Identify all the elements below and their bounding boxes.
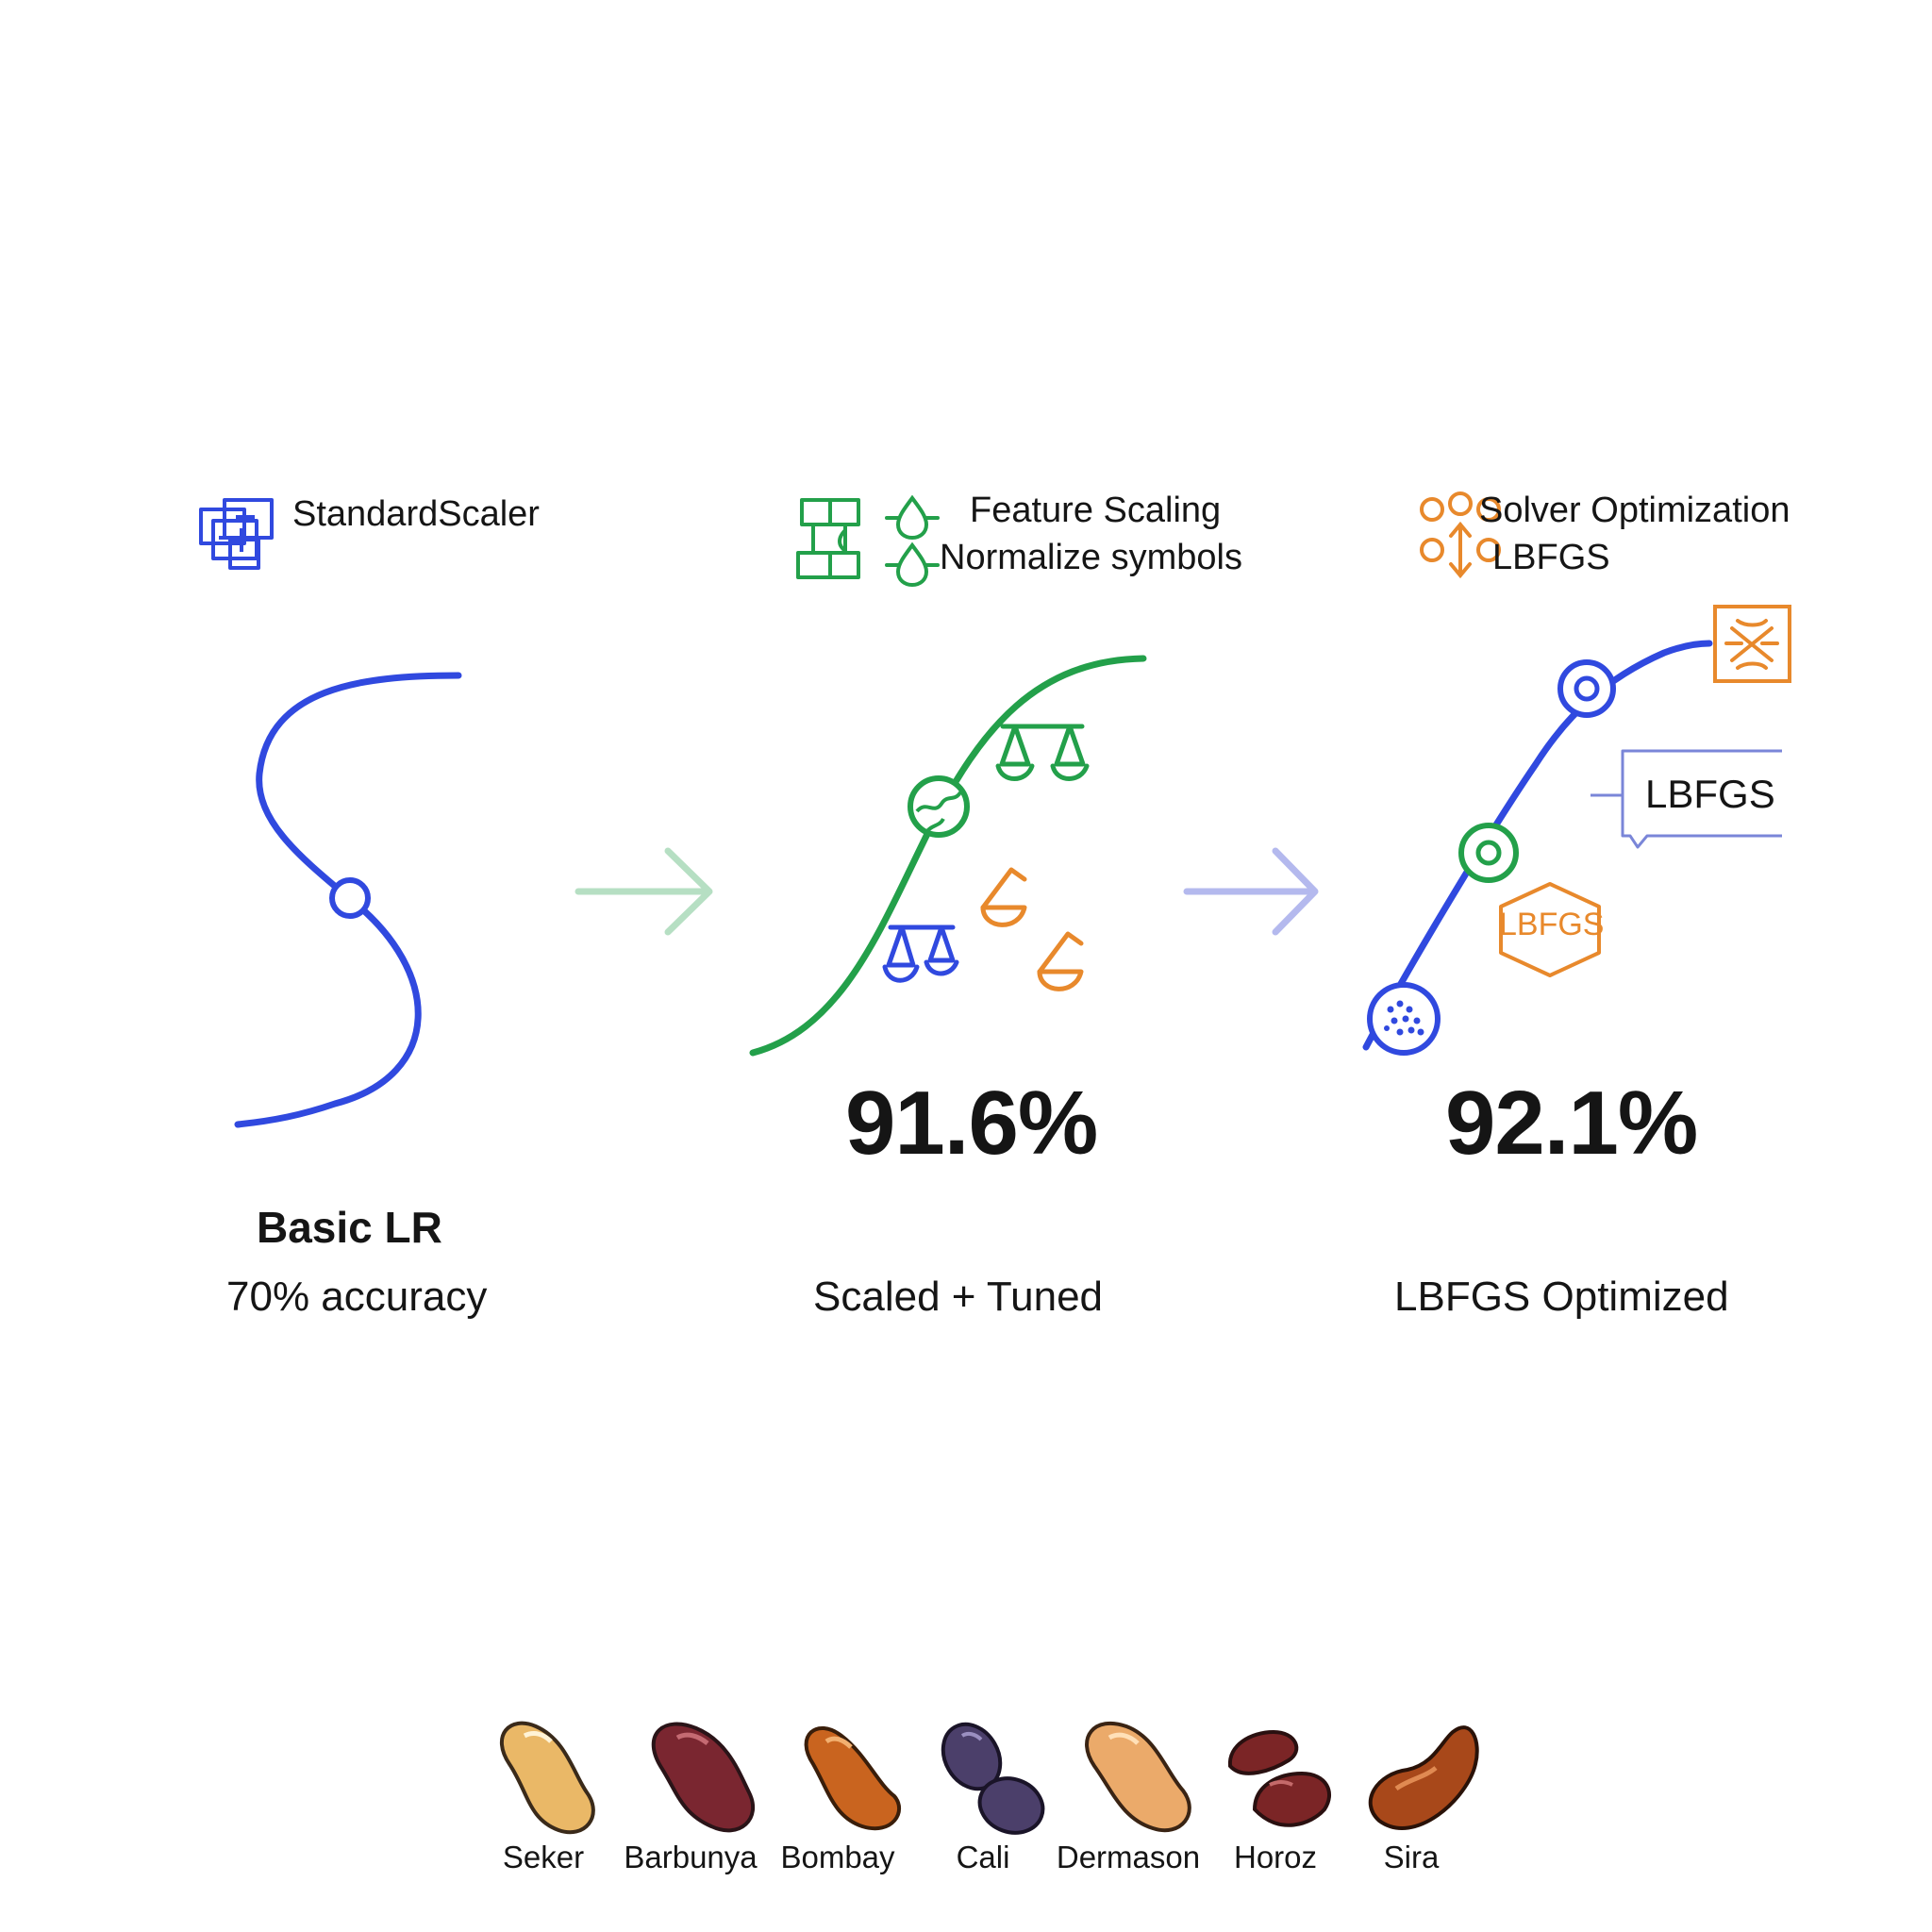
- bean-bombay-icon: [804, 1725, 901, 1831]
- bean-sira-icon: [1368, 1725, 1479, 1830]
- bean-label-seker: Seker: [502, 1840, 585, 1874]
- green-node: [1475, 840, 1502, 866]
- curve-node: [1574, 675, 1600, 702]
- callout-label: LBFGS: [1645, 772, 1775, 816]
- lbfgs-hexagon: [1499, 882, 1601, 977]
- lbfgs-curve: [1362, 640, 1713, 1051]
- stacked-grid-icon: [199, 498, 274, 570]
- bean-horoz-icon: [1227, 1729, 1331, 1827]
- solver-nodes-icon: [1420, 491, 1501, 579]
- bean-label-horoz: Horoz: [1233, 1840, 1318, 1874]
- hexagon-label: LBFGS: [1499, 907, 1605, 942]
- curve-node: [329, 877, 371, 919]
- normalize-symbols-label: Normalize symbols: [940, 538, 1242, 577]
- puzzle-grid-icon: [796, 498, 860, 579]
- bean-label-sira: Sira: [1383, 1840, 1440, 1874]
- scaled-lr-curve: [749, 655, 1147, 1057]
- lbfgs-callout: [1591, 749, 1782, 849]
- stage3-metric: 92.1%: [1445, 1073, 1698, 1174]
- solver-box-icon: [1713, 605, 1791, 683]
- stage3-subtitle: LBFGS Optimized: [1394, 1274, 1729, 1320]
- bean-label-bombay: Bombay: [780, 1840, 895, 1874]
- bean-cali-icon: [941, 1722, 1045, 1835]
- arrow-right-icon: [1183, 847, 1319, 936]
- solver-optimization-label: Solver Optimization: [1479, 491, 1790, 530]
- balance-scale-icon: [882, 924, 959, 983]
- drop-symbol-icon: [885, 494, 940, 541]
- bean-seker-icon: [499, 1721, 595, 1835]
- dotted-node: [1367, 982, 1441, 1056]
- arrow-right-icon: [575, 847, 713, 936]
- standard-scaler-label: StandardScaler: [292, 494, 540, 534]
- stage1-subtitle: 70% accuracy: [226, 1274, 488, 1320]
- globe-node: [908, 775, 970, 838]
- lbfgs-header-label: LBFGS: [1492, 538, 1610, 577]
- bean-dermason-icon: [1085, 1721, 1191, 1832]
- stage2-metric: 91.6%: [845, 1073, 1098, 1174]
- feature-scaling-label: Feature Scaling: [970, 491, 1222, 530]
- scoop-icon: [1037, 931, 1084, 991]
- bean-barbunya-icon: [651, 1722, 756, 1833]
- bean-label-barbunya: Barbunya: [624, 1840, 758, 1874]
- stage2-subtitle: Scaled + Tuned: [813, 1274, 1104, 1320]
- basic-lr-title: Basic LR: [257, 1203, 442, 1252]
- scoop-icon: [980, 867, 1027, 927]
- bean-label-dermason: Dermason: [1056, 1840, 1201, 1874]
- drop-symbol-icon: [885, 541, 940, 588]
- bean-label-cali: Cali: [956, 1840, 1010, 1874]
- balance-scale-icon: [995, 724, 1090, 781]
